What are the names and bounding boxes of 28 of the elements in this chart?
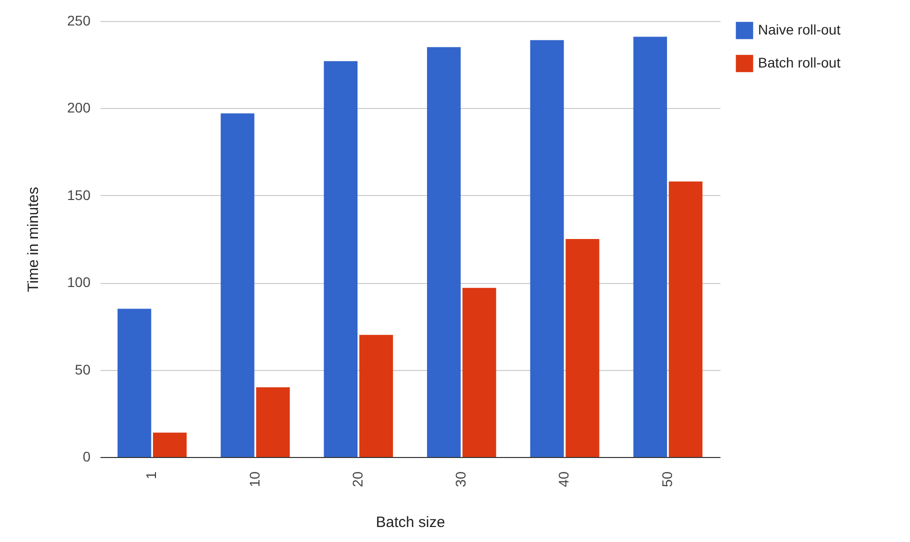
bar <box>118 308 152 457</box>
bar <box>359 334 393 457</box>
bar <box>566 239 600 457</box>
bar <box>220 113 254 457</box>
y-tick-label: 200 <box>67 100 91 116</box>
x-tick-label: 30 <box>452 471 469 488</box>
bar <box>427 47 461 457</box>
y-tick-label: 150 <box>67 186 91 203</box>
y-tick-label: 100 <box>67 274 91 290</box>
y-tick-label: 50 <box>74 361 91 378</box>
y-tick-label: 250 <box>67 12 91 28</box>
bar <box>633 36 668 457</box>
legend-label: Naive roll-out <box>758 22 841 38</box>
legend-label: Batch roll-out <box>758 54 841 70</box>
bar <box>152 432 187 457</box>
x-tick-label: 50 <box>658 471 675 488</box>
x-tick-label: 20 <box>349 471 366 488</box>
bar <box>668 181 702 457</box>
x-tick-label: 40 <box>556 471 572 488</box>
bar <box>324 61 358 457</box>
y-axis-title: Time in minutes <box>25 186 42 292</box>
x-tick-label: 1 <box>143 471 160 480</box>
bar <box>462 288 496 457</box>
bar <box>256 387 290 457</box>
y-tick-label: 0 <box>82 448 91 464</box>
x-axis-title: Batch size <box>376 514 446 532</box>
x-tick-label: 10 <box>246 471 262 488</box>
bar <box>530 40 564 457</box>
